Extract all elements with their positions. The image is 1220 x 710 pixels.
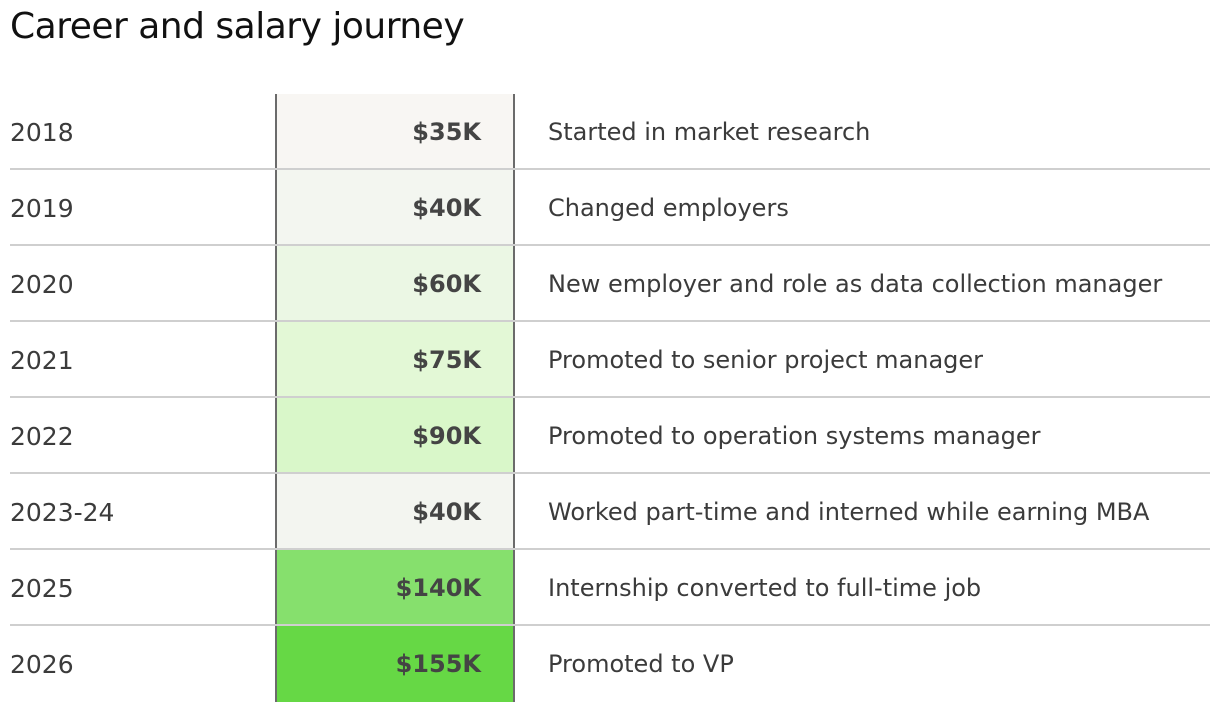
event-description: Promoted to senior project manager: [548, 346, 984, 374]
table-row: 2021 $75K Promoted to senior project manag…: [10, 322, 1210, 398]
year-label: 2026: [10, 649, 74, 679]
salary-cell: $35K: [275, 94, 515, 170]
salary-cell: $90K: [275, 398, 515, 474]
year-label: 2021: [10, 345, 74, 375]
event-description: Worked part-time and interned while earn…: [548, 498, 1150, 526]
table-row: 2019 $40K Changed employers: [10, 170, 1210, 246]
table-row: 2020 $60K New employer and role as data co…: [10, 246, 1210, 322]
salary-table: 2018 $35K Started in market research 2019 $4…: [10, 94, 1210, 702]
salary-cell: $40K: [275, 474, 515, 550]
chart-title: Career and salary journey: [10, 6, 465, 47]
event-description: Started in market research: [548, 118, 871, 146]
event-description: Internship converted to full-time job: [548, 574, 982, 602]
salary-cell: $155K: [275, 626, 515, 702]
row-divider: [10, 548, 1210, 550]
event-description: Changed employers: [548, 194, 789, 222]
year-label: 2019: [10, 193, 74, 223]
row-divider: [10, 396, 1210, 398]
event-description: Promoted to operation systems manager: [548, 422, 1041, 450]
year-label: 2022: [10, 421, 74, 451]
table-row: 2025 $140K Internship converted to full-ti…: [10, 550, 1210, 626]
salary-cell: $40K: [275, 170, 515, 246]
salary-cell: $75K: [275, 322, 515, 398]
row-divider: [10, 168, 1210, 170]
year-label: 2018: [10, 117, 74, 147]
year-label: 2023-24: [10, 497, 115, 527]
event-description: New employer and role as data collection…: [548, 270, 1163, 298]
table-row: 2026 $155K Promoted to VP: [10, 626, 1210, 702]
row-divider: [10, 624, 1210, 626]
salary-cell: $60K: [275, 246, 515, 322]
row-divider: [10, 472, 1210, 474]
table-row: 2022 $90K Promoted to operation systems ma…: [10, 398, 1210, 474]
row-divider: [10, 244, 1210, 246]
table-row: 2023-24 $40K Worked part-time and interned…: [10, 474, 1210, 550]
row-divider: [10, 320, 1210, 322]
salary-cell: $140K: [275, 550, 515, 626]
table-row: 2018 $35K Started in market research: [10, 94, 1210, 170]
year-label: 2020: [10, 269, 74, 299]
year-label: 2025: [10, 573, 74, 603]
event-description: Promoted to VP: [548, 650, 734, 678]
